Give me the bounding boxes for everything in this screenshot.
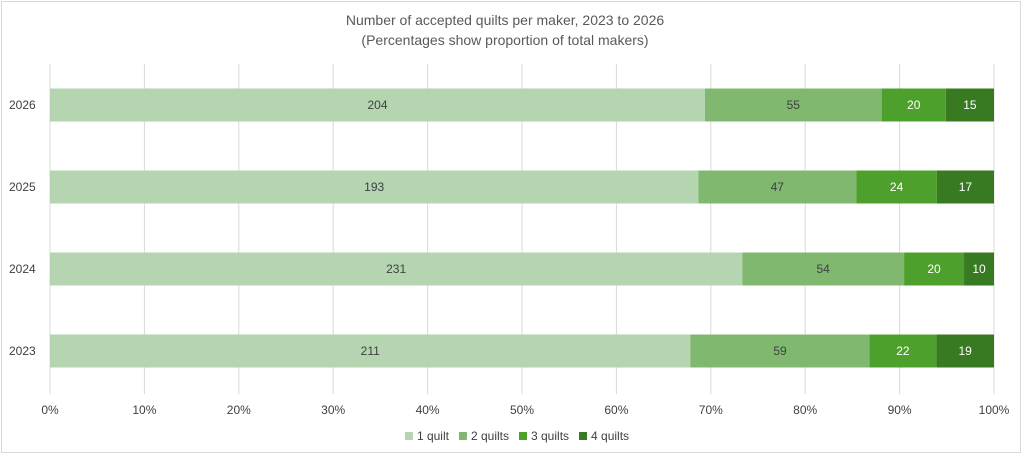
bar-segment <box>936 170 994 204</box>
data-label: 20 <box>927 262 941 276</box>
x-tick-label: 30% <box>321 403 345 417</box>
data-label: 211 <box>361 344 380 358</box>
x-tick-label: 100% <box>979 403 1010 417</box>
y-tick-label: 2023 <box>9 344 36 358</box>
data-label: 47 <box>771 180 785 194</box>
bar-segment <box>964 252 994 286</box>
data-label: 15 <box>963 98 977 112</box>
x-axis-tick-labels: 0% 10% 20% 30% 40% 50% 60% 70% 80% 90% 100% <box>41 403 1009 417</box>
bar-segment <box>742 252 905 286</box>
x-tick-label: 80% <box>793 403 817 417</box>
x-tick-label: 60% <box>604 403 628 417</box>
y-tick-label: 2026 <box>9 98 36 112</box>
x-tick-label: 10% <box>132 403 156 417</box>
data-labels: 204 55 20 15 193 47 24 17 231 54 20 10 211 59 22 19 <box>361 98 986 358</box>
bars <box>50 88 994 368</box>
x-tick-label: 50% <box>510 403 534 417</box>
legend-label: 1 quilt <box>417 429 450 443</box>
data-label: 204 <box>367 98 387 112</box>
legend-label: 4 quilts <box>591 429 629 443</box>
legend: 1 quilt 2 quilts 3 quilts 4 quilts <box>404 429 629 443</box>
bar-segment <box>50 334 691 368</box>
y-axis-tick-labels: 2026 2025 2024 2023 <box>9 98 36 358</box>
data-label: 24 <box>890 180 904 194</box>
bar-segment <box>904 252 965 286</box>
y-tick-label: 2025 <box>9 180 36 194</box>
x-tick-label: 40% <box>416 403 440 417</box>
bar-segment <box>936 334 994 368</box>
legend-swatch <box>519 432 527 440</box>
bar-segment <box>698 170 857 204</box>
legend-swatch <box>579 432 588 440</box>
x-tick-label: 90% <box>888 403 912 417</box>
y-tick-label: 2024 <box>9 262 36 276</box>
data-label: 20 <box>907 98 921 112</box>
bar-segment <box>705 88 882 122</box>
legend-swatch <box>404 432 413 440</box>
bar-segment <box>856 170 937 204</box>
bar-segment <box>690 334 870 368</box>
data-label: 59 <box>773 344 787 358</box>
x-tick-label: 70% <box>699 403 723 417</box>
data-label: 17 <box>959 180 973 194</box>
chart-title: Number of accepted quilts per maker, 202… <box>346 12 665 28</box>
data-label: 231 <box>386 262 406 276</box>
bar-segment <box>881 88 946 122</box>
data-label: 54 <box>817 262 831 276</box>
x-tick-label: 20% <box>227 403 251 417</box>
bar-segment <box>869 334 937 368</box>
legend-label: 2 quilts <box>471 429 509 443</box>
data-label: 22 <box>896 344 910 358</box>
data-label: 55 <box>787 98 801 112</box>
legend-label: 3 quilts <box>531 429 569 443</box>
bar-segment <box>50 252 743 286</box>
data-label: 193 <box>364 180 384 194</box>
bar-segment <box>50 170 699 204</box>
data-label: 19 <box>958 344 972 358</box>
legend-swatch <box>458 432 467 440</box>
bar-segment <box>945 88 994 122</box>
data-label: 10 <box>972 262 986 276</box>
bar-segment <box>50 88 706 122</box>
x-tick-label: 0% <box>41 403 59 417</box>
chart-subtitle: (Percentages show proportion of total ma… <box>361 32 648 48</box>
